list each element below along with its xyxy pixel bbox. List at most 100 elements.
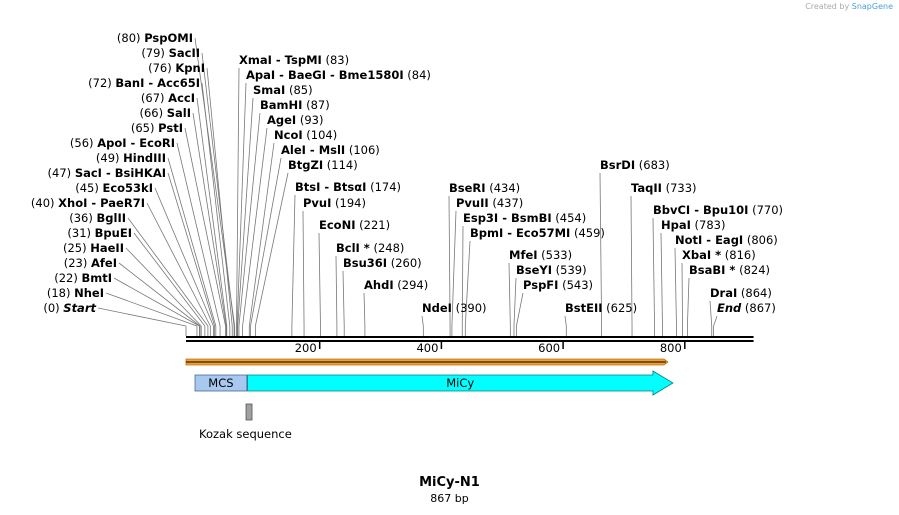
site-label-end: End (867) <box>717 301 776 315</box>
site-label-agei: AgeI (93) <box>267 113 323 127</box>
site-label-bglii: (36) BglII <box>69 211 126 225</box>
site-label-pvuii: PvuII (437) <box>456 196 523 210</box>
site-label-start: (0) Start <box>43 301 96 315</box>
site-label-bseri: BseRI (434) <box>449 181 520 195</box>
site-label-bbvci: BbvCI - Bpu10I (770) <box>653 203 783 217</box>
site-label-haeii: (25) HaeII <box>63 241 124 255</box>
site-label-bpuei: (31) BpuEI <box>67 226 132 240</box>
site-label-bmti: (22) BmtI <box>54 271 112 285</box>
feature-kozak-sequence[interactable] <box>245 403 253 421</box>
site-leader-line <box>192 112 227 327</box>
site-label-xhoi: (40) XhoI - PaeR7I <box>31 196 145 210</box>
site-label-bsrdi: BsrDI (683) <box>600 158 670 172</box>
site-label-bsteii: BstEII (625) <box>565 301 637 315</box>
site-label-ndei: NdeI (390) <box>422 301 487 315</box>
site-label-noti: NotI - EagI (806) <box>675 233 778 247</box>
site-label-afei: (23) AfeI <box>64 256 117 270</box>
site-label-ncoi: NcoI (104) <box>274 128 337 142</box>
site-leader-line <box>196 97 228 327</box>
site-leader-line <box>464 240 471 327</box>
feature-label-kozak-sequence: Kozak sequence <box>199 427 292 441</box>
site-label-bamhi: BamHI (87) <box>260 98 330 112</box>
site-label-eco53ki: (45) Eco53kI <box>75 181 153 195</box>
site-leader-line <box>713 315 718 327</box>
site-leader-line <box>237 97 254 327</box>
site-label-kpni: (76) KpnI <box>148 61 205 75</box>
feature-label-mcs: MCS <box>208 376 233 390</box>
site-label-btgzi: BtgZI (114) <box>288 158 358 172</box>
feature-track: MCS MiCy Kozak sequence <box>185 358 674 441</box>
site-leader-line <box>184 127 226 327</box>
site-label-econi: EcoNI (221) <box>319 218 390 232</box>
construct-name: MiCy-N1 <box>419 475 480 490</box>
site-leader-line <box>342 270 345 327</box>
dna-backbone: 200 400 600 800 <box>186 336 754 355</box>
site-label-psti: (65) PstI <box>131 121 183 135</box>
scale-tick-label: 400 <box>416 341 438 355</box>
scale-tick-label: 200 <box>295 341 317 355</box>
site-label-apoi: (56) ApoI - EcoRI <box>70 136 175 150</box>
site-leader-line <box>630 195 633 327</box>
site-label-saci: (47) SacI - BsiHKAI <box>48 166 166 180</box>
site-label-bcli: BclI * (248) <box>336 241 404 255</box>
site-label-mfei: MfeI (533) <box>509 248 572 262</box>
feature-mcs[interactable] <box>194 374 248 392</box>
site-label-alei: AleI - MslI (106) <box>281 143 380 157</box>
site-leader-line <box>421 315 424 327</box>
site-label-hpai: HpaI (783) <box>661 218 726 232</box>
site-leader-line <box>201 52 235 327</box>
site-label-drai: DraI (864) <box>710 286 772 300</box>
site-leader-line <box>133 232 206 327</box>
site-leader-line <box>176 142 221 327</box>
site-leader-line <box>681 262 683 327</box>
site-label-bsabi: BsaBI * (824) <box>689 263 770 277</box>
site-label-bseyi: BseYI (539) <box>516 263 587 277</box>
feature-label-micy: MiCy <box>446 376 474 390</box>
site-label-smai: SmaI (85) <box>253 83 313 97</box>
site-label-esp3i: Esp3I - BsmBI (454) <box>463 211 586 225</box>
site-label-nhei: (18) NheI <box>47 286 104 300</box>
site-leader-line <box>113 277 200 327</box>
site-leader-line <box>599 172 603 327</box>
site-leader-line <box>167 172 215 327</box>
site-label-bani: (72) BanI - Acc65I <box>88 76 200 90</box>
site-label-btsi: BtsI - BtsαI (174) <box>295 180 401 194</box>
site-labels: (80) PspOMI(79) SacII(76) KpnI(72) BanI … <box>31 31 783 315</box>
snapgene-branding: Created by SnapGene <box>805 2 893 11</box>
branding-name: SnapGene <box>851 2 893 11</box>
site-leader-line <box>250 157 282 327</box>
site-leader-line <box>335 255 338 327</box>
construct-length: 867 bp <box>430 492 469 505</box>
site-leader-line <box>516 292 524 327</box>
site-leader-line <box>154 187 214 327</box>
site-leader-line <box>236 67 240 327</box>
site-leader-line <box>291 194 296 327</box>
scale-tick-label: 800 <box>660 341 682 355</box>
site-leader-line <box>451 210 457 327</box>
site-label-sacii: (79) SacII <box>141 46 200 60</box>
site-label-xmai: XmaI - TspMI (83) <box>239 53 349 67</box>
site-leader-line <box>660 232 663 327</box>
site-leader-line <box>201 82 231 327</box>
site-label-pspfi: PspFI (543) <box>523 278 593 292</box>
site-leader-line <box>238 112 261 327</box>
site-leader-line <box>236 82 247 327</box>
site-leader-line <box>652 217 655 327</box>
site-leader-line <box>513 277 517 327</box>
site-leader-line <box>167 157 217 327</box>
site-leader-line <box>564 315 567 327</box>
site-leader-line <box>448 195 451 327</box>
site-label-hindiii: (49) HindIII <box>96 151 166 165</box>
site-leader-line <box>242 127 268 327</box>
site-leader-line <box>97 307 187 327</box>
site-leader-line <box>206 67 233 327</box>
scale-tick-label: 600 <box>538 341 560 355</box>
feature-micy[interactable] <box>247 370 674 396</box>
site-label-pspomi: (80) PspOMI <box>117 31 193 45</box>
site-leader-line <box>709 300 713 327</box>
site-leader-line <box>127 217 209 327</box>
site-leader-line <box>125 247 202 327</box>
site-label-sali: (66) SalI <box>139 106 191 120</box>
site-leader-line <box>674 247 677 327</box>
